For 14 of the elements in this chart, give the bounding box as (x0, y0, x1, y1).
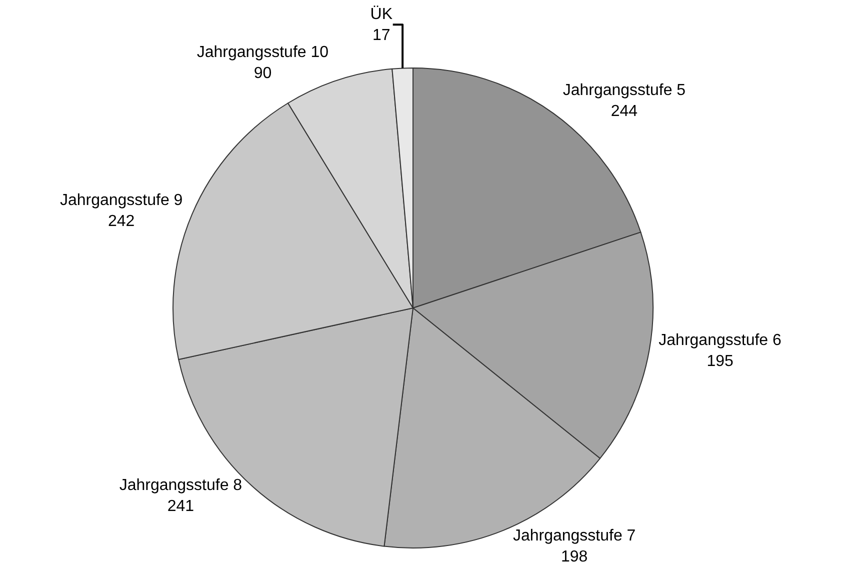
slice-label: Jahrgangsstufe 9 (60, 192, 183, 210)
data-label: 241 (167, 498, 194, 515)
data-label: 17 (372, 27, 390, 44)
data-label: 244 (610, 102, 638, 120)
data-label: 90 (254, 64, 272, 82)
slice-label: Jahrgangsstufe 10 (196, 44, 329, 62)
slice-label: Jahrgangsstufe 7 (512, 528, 636, 545)
slice-label: ÜK (370, 5, 393, 24)
slice-label: Jahrgangsstufe 6 (658, 332, 782, 350)
data-label: 195 (706, 352, 734, 370)
data-label: 198 (560, 548, 588, 566)
data-label: 242 (108, 212, 135, 230)
slice-label: Jahrgangsstufe 5 (562, 82, 686, 99)
slice-label: Jahrgangsstufe 8 (119, 477, 242, 494)
